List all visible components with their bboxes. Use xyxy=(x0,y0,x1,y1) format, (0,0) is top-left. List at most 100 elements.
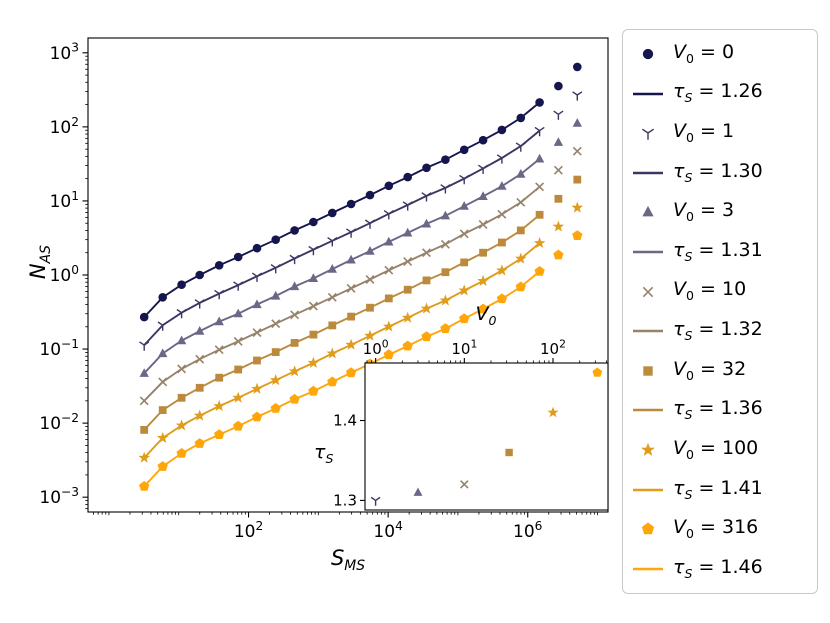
star-marker xyxy=(288,365,301,377)
tri_down-marker xyxy=(327,237,338,247)
x-axis-label-subscript: MS xyxy=(344,558,366,575)
fit-line xyxy=(143,270,541,488)
legend-label: V0 = 100 xyxy=(673,436,759,462)
fit-line xyxy=(143,101,541,318)
square-marker xyxy=(643,366,653,376)
legend-fit-line-icon xyxy=(633,488,663,491)
inset-frame xyxy=(364,362,609,511)
legend-label: V0 = 0 xyxy=(673,40,735,66)
pentagon-marker xyxy=(402,340,413,351)
inset-x-axis-label: V0 xyxy=(454,303,518,328)
y-axis-label-subscript: AS xyxy=(38,245,55,264)
pentagon-marker xyxy=(477,303,489,314)
circle-marker xyxy=(328,208,337,218)
x-marker xyxy=(195,354,205,364)
pentagon-marker xyxy=(553,249,564,260)
tri_down-marker xyxy=(251,272,263,282)
star-marker xyxy=(175,419,188,431)
tri_down-marker xyxy=(496,154,507,164)
legend-label: V0 = 1 xyxy=(673,120,735,145)
pentagon-marker xyxy=(592,367,603,377)
square-marker xyxy=(535,210,544,219)
fit-line xyxy=(143,242,541,459)
x-marker xyxy=(158,377,168,387)
square-marker xyxy=(234,365,243,374)
legend-entry: τS = 1.32 xyxy=(631,318,809,344)
x-marker xyxy=(214,345,224,355)
circle-marker xyxy=(252,243,262,253)
fit-line xyxy=(143,129,541,346)
triangle-marker xyxy=(516,169,526,178)
circle-marker xyxy=(195,270,204,280)
triangle-marker xyxy=(421,218,432,228)
circle-marker xyxy=(497,125,507,135)
triangle-marker xyxy=(553,137,564,146)
tri_down-marker xyxy=(346,228,357,238)
tick-label: 102 xyxy=(540,338,566,358)
legend: V0 = 0 τS = 1.26 V0 = 1 τS = 1.30 V0 = 3 τS =… xyxy=(622,29,818,594)
legend-tri_down-icon xyxy=(641,128,655,140)
tri_down-marker xyxy=(157,321,168,331)
pentagon-marker xyxy=(157,461,168,471)
x-marker xyxy=(440,239,450,249)
circle-marker xyxy=(459,145,469,155)
x-marker xyxy=(252,328,262,338)
circle-marker xyxy=(478,135,488,145)
star-marker xyxy=(364,329,376,341)
triangle-marker xyxy=(478,191,488,200)
tick-label: 102 xyxy=(234,519,263,542)
legend-fit-line-icon xyxy=(633,92,663,95)
inset-x-axis-label-symbol: V xyxy=(475,303,489,325)
x-marker xyxy=(403,257,413,266)
circle-marker xyxy=(271,235,280,244)
pentagon-marker xyxy=(233,420,244,431)
square-marker xyxy=(460,258,469,267)
circle-marker xyxy=(403,172,412,182)
legend-square-icon xyxy=(643,366,653,376)
square-marker xyxy=(158,406,167,414)
square-marker xyxy=(215,373,224,382)
triangle-marker xyxy=(384,236,394,246)
legend-entry: V0 = 10 xyxy=(631,279,809,305)
triangle-marker xyxy=(459,201,469,210)
x-marker xyxy=(516,197,526,207)
tri_down-marker xyxy=(176,308,187,319)
star-marker xyxy=(213,400,225,412)
square-marker xyxy=(309,330,318,339)
legend-fit-line-icon xyxy=(633,330,663,333)
fit-line xyxy=(143,186,541,402)
square-marker xyxy=(384,294,393,303)
star-marker xyxy=(156,431,169,443)
tri_down-marker xyxy=(421,192,432,202)
legend-label: τS = 1.46 xyxy=(673,555,763,581)
legend-label: V0 = 32 xyxy=(673,357,747,383)
triangle-marker xyxy=(413,487,423,496)
tri_down-marker xyxy=(364,219,376,229)
triangle-marker xyxy=(214,316,224,326)
x-marker xyxy=(271,319,281,329)
pentagon-marker xyxy=(496,293,508,304)
legend-entry: V0 = 0 xyxy=(631,41,809,67)
x-marker xyxy=(327,292,337,302)
tri_down-marker xyxy=(308,245,319,256)
tri_down-marker xyxy=(289,254,300,265)
triangle-marker xyxy=(139,368,149,377)
circle-marker xyxy=(177,280,186,289)
y-axis-label: NAS xyxy=(26,212,54,312)
triangle-marker xyxy=(572,118,582,127)
x-marker xyxy=(459,229,469,239)
legend-entry: V0 = 3 xyxy=(631,199,809,225)
tri_down-marker xyxy=(641,128,655,140)
square-marker xyxy=(177,393,186,402)
star-marker xyxy=(547,406,559,418)
star-marker xyxy=(307,356,320,368)
triangle-marker xyxy=(271,290,281,300)
square-marker xyxy=(441,268,450,277)
triangle-marker xyxy=(346,254,356,264)
x-marker xyxy=(497,209,507,219)
pentagon-marker xyxy=(440,323,451,333)
circle-marker xyxy=(309,217,318,227)
triangle-marker xyxy=(642,206,654,217)
x-marker xyxy=(422,248,431,258)
pentagon-marker xyxy=(214,429,225,439)
